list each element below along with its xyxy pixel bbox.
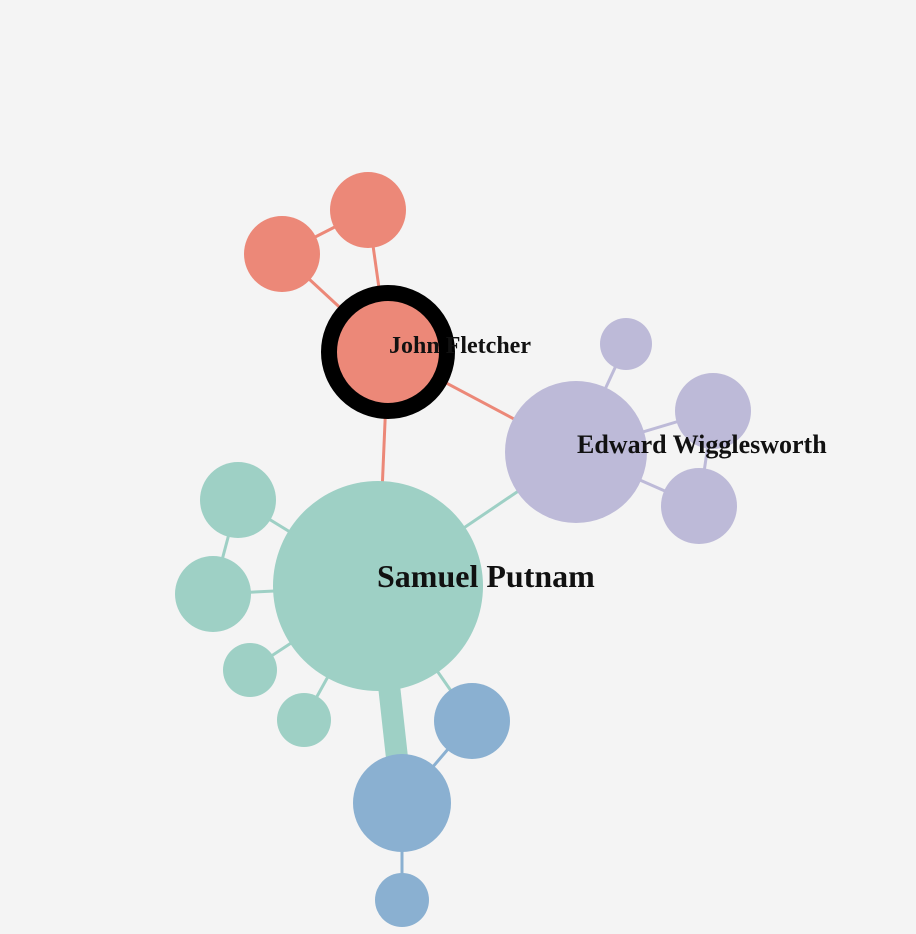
node-teal-neighbor-2[interactable]: [175, 556, 251, 632]
node-teal-neighbor-1[interactable]: [200, 462, 276, 538]
node-teal-neighbor-4[interactable]: [277, 693, 331, 747]
graph-nodes: [175, 172, 751, 927]
node-teal-neighbor-3[interactable]: [223, 643, 277, 697]
node-edward-wigglesworth[interactable]: [505, 381, 647, 523]
node-purple-neighbor-3[interactable]: [661, 468, 737, 544]
label-edward-wigglesworth: Edward Wigglesworth: [577, 430, 827, 459]
node-samuel-putnam[interactable]: [273, 481, 483, 691]
node-red-neighbor-1[interactable]: [244, 216, 320, 292]
node-purple-neighbor-2[interactable]: [675, 373, 751, 449]
node-john-fletcher[interactable]: [329, 293, 447, 411]
selected-node-ring: [321, 285, 455, 419]
node-blue-neighbor-1[interactable]: [434, 683, 510, 759]
node-purple-neighbor-1[interactable]: [600, 318, 652, 370]
node-blue-hub[interactable]: [353, 754, 451, 852]
node-red-neighbor-2[interactable]: [330, 172, 406, 248]
label-samuel-putnam: Samuel Putnam: [377, 558, 595, 594]
label-john-fletcher: John Fletcher: [389, 333, 531, 359]
graph-labels: John Fletcher Edward Wigglesworth Samuel…: [377, 333, 827, 594]
node-blue-neighbor-2[interactable]: [375, 873, 429, 927]
